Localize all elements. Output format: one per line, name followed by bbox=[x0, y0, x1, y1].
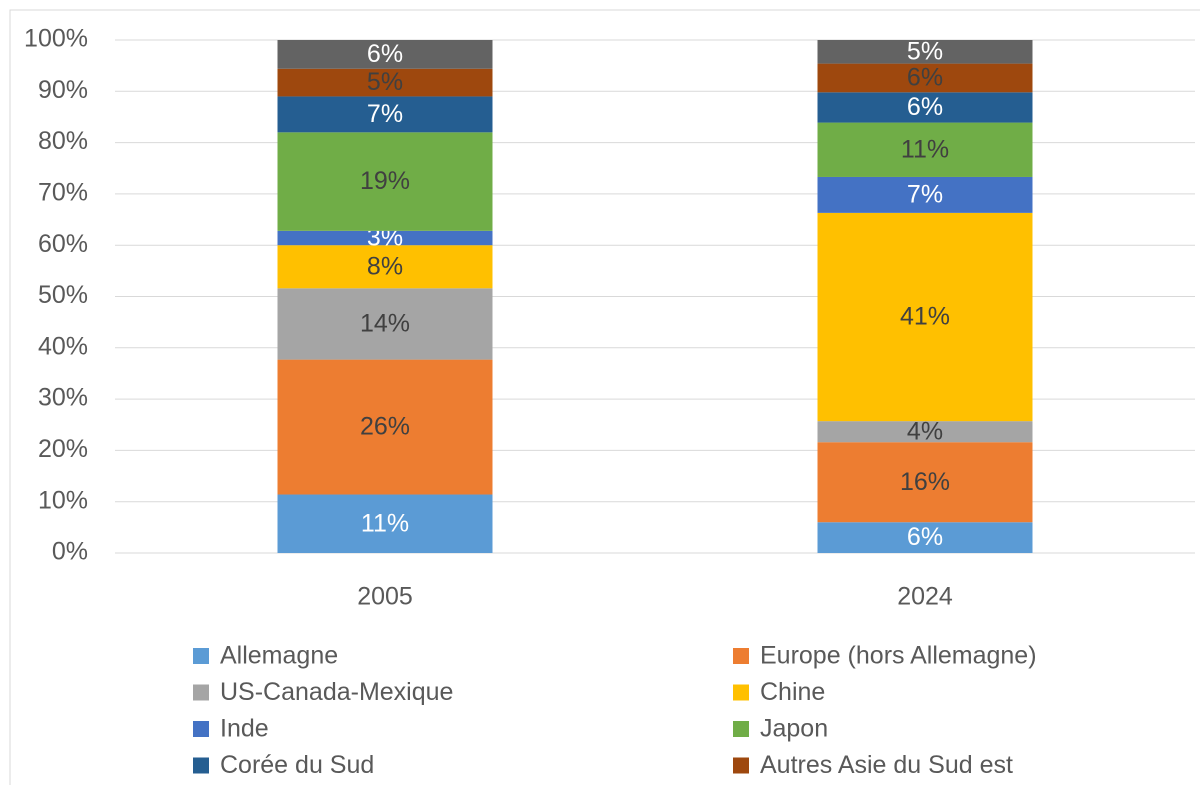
data-label: 6% bbox=[907, 523, 943, 551]
bar-segment bbox=[817, 63, 1033, 93]
data-label: 41% bbox=[900, 303, 950, 331]
x-tick-label: 2005 bbox=[357, 583, 413, 611]
y-tick-label: 70% bbox=[38, 179, 88, 207]
legend-label: Chine bbox=[760, 678, 825, 706]
data-label: 8% bbox=[367, 252, 403, 280]
data-label: 6% bbox=[907, 64, 943, 92]
bar-segment bbox=[817, 212, 1033, 422]
legend-swatch bbox=[733, 721, 749, 737]
chart-frame bbox=[9, 9, 1200, 785]
legend-swatch bbox=[193, 721, 209, 737]
bar-segment bbox=[277, 230, 493, 246]
bar-segment bbox=[817, 40, 1033, 64]
data-label: 26% bbox=[360, 413, 410, 441]
legend-label: Inde bbox=[220, 715, 269, 743]
legend-swatch bbox=[193, 648, 209, 664]
legend-label: Europe (hors Allemagne) bbox=[760, 642, 1037, 670]
y-tick-label: 100% bbox=[24, 25, 88, 53]
x-tick-label: 2024 bbox=[897, 583, 953, 611]
bar-segment bbox=[817, 442, 1033, 523]
bar-segment bbox=[277, 96, 493, 133]
data-label: 16% bbox=[900, 468, 950, 496]
data-label: 6% bbox=[367, 40, 403, 68]
bar-segment bbox=[277, 288, 493, 360]
data-label: 11% bbox=[901, 135, 949, 163]
legend-label: Corée du Sud bbox=[220, 751, 374, 779]
y-tick-label: 90% bbox=[38, 76, 88, 104]
data-label: 4% bbox=[907, 417, 943, 445]
y-tick-label: 80% bbox=[38, 127, 88, 155]
y-tick-label: 20% bbox=[38, 435, 88, 463]
bar-segment bbox=[277, 132, 493, 231]
bar-segment bbox=[277, 40, 493, 69]
legend-swatch bbox=[193, 684, 209, 701]
y-tick-label: 30% bbox=[38, 384, 88, 412]
data-label: 5% bbox=[367, 68, 403, 96]
data-label: 6% bbox=[907, 93, 943, 121]
bar-segment bbox=[277, 494, 493, 553]
bar-segment bbox=[817, 176, 1033, 213]
bar-segment bbox=[277, 359, 493, 495]
legend-swatch bbox=[733, 648, 749, 664]
legend-swatch bbox=[193, 757, 209, 774]
data-label: 19% bbox=[360, 167, 410, 195]
data-label: 14% bbox=[360, 310, 410, 338]
bar-segment bbox=[277, 245, 493, 289]
data-label: 11% bbox=[361, 509, 409, 537]
y-tick-label: 0% bbox=[52, 538, 88, 566]
data-label: 7% bbox=[367, 100, 403, 128]
y-tick-label: 40% bbox=[38, 332, 88, 360]
legend-label: Autres Asie du Sud est bbox=[760, 751, 1013, 779]
legend-label: US-Canada-Mexique bbox=[220, 678, 453, 706]
legend-label: Allemagne bbox=[220, 642, 338, 670]
data-label: 7% bbox=[907, 181, 943, 209]
legend-swatch bbox=[733, 757, 749, 774]
legend-swatch bbox=[733, 684, 749, 701]
legend-label: Japon bbox=[760, 715, 828, 743]
bar-segment bbox=[817, 522, 1033, 553]
bar-segment bbox=[277, 68, 493, 97]
data-label: 5% bbox=[907, 37, 943, 65]
bar-segment bbox=[817, 122, 1033, 177]
bar-segment bbox=[817, 421, 1033, 443]
y-tick-label: 60% bbox=[38, 230, 88, 258]
y-tick-label: 50% bbox=[38, 281, 88, 309]
y-tick-label: 10% bbox=[38, 486, 88, 514]
bar-segment bbox=[817, 92, 1033, 123]
